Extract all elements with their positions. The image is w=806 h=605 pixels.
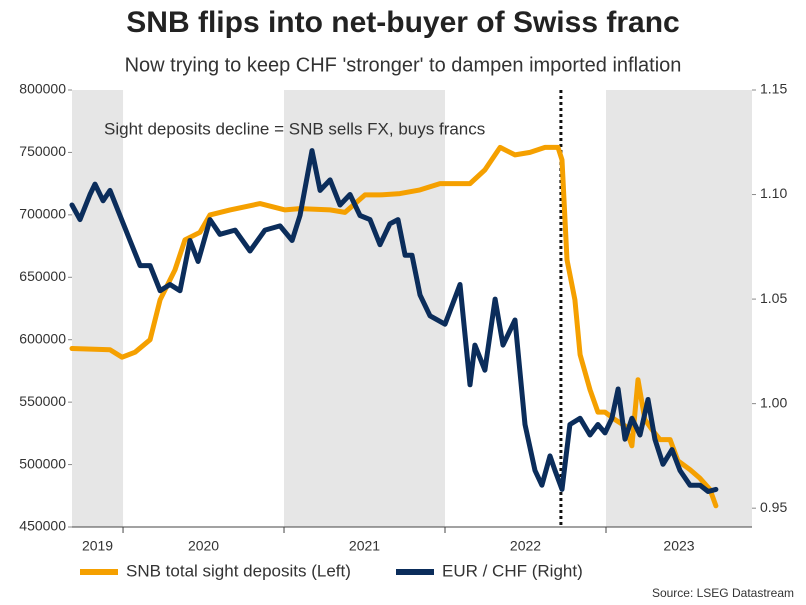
plot-background [68,89,756,533]
y2-tick-label: 1.00 [760,394,787,410]
y2-tick-label: 0.95 [760,499,787,515]
x-tick-label: 2021 [349,538,380,554]
y2-tick-label: 1.10 [760,185,787,201]
legend-label: EUR / CHF (Right) [442,561,583,580]
legend-label: SNB total sight deposits (Left) [126,561,351,580]
y-tick-label: 500000 [19,455,66,471]
series-line [69,144,719,509]
x-tick-label: 2020 [188,538,219,554]
x-tick-label: 2019 [82,538,113,554]
y-tick-label: 800000 [19,81,66,97]
y-tick-label: 450000 [19,518,66,534]
year-band [284,90,446,527]
x-tick-label: 2023 [663,538,694,554]
series-line [69,148,719,494]
chart-subtitle: Now trying to keep CHF 'stronger' to dam… [125,54,682,76]
y2-tick-label: 1.15 [760,81,787,97]
y-tick-label: 700000 [19,206,66,222]
annotation: Sight deposits decline = SNB sells FX, b… [104,119,485,138]
y-tick-label: 600000 [19,330,66,346]
year-band [72,90,124,527]
y-tick-label: 750000 [19,143,66,159]
y2-tick-label: 1.05 [760,290,787,306]
plot [69,90,719,527]
year-band [605,90,752,527]
x-tick-label: 2022 [510,538,541,554]
y-tick-label: 650000 [19,268,66,284]
chart-title: SNB flips into net-buyer of Swiss franc [126,6,679,39]
y-tick-label: 550000 [19,393,66,409]
source: Source: LSEG Datastream [652,586,794,600]
